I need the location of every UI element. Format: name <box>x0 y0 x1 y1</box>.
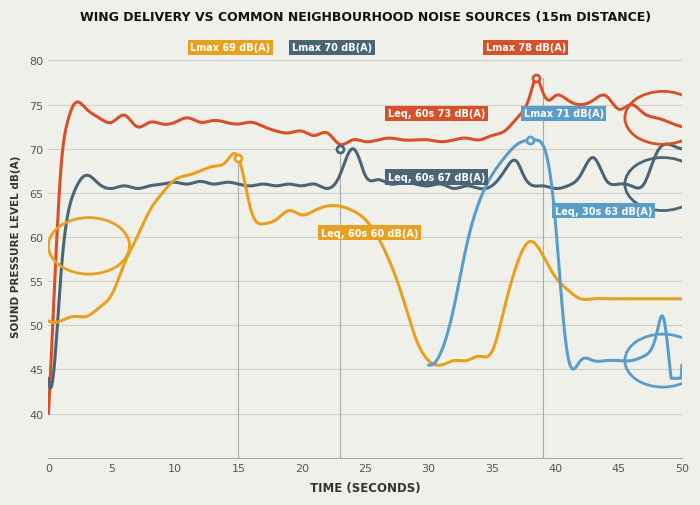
Text: Leq, 30s 63 dB(A): Leq, 30s 63 dB(A) <box>555 206 652 216</box>
Title: WING DELIVERY VS COMMON NEIGHBOURHOOD NOISE SOURCES (15m DISTANCE): WING DELIVERY VS COMMON NEIGHBOURHOOD NO… <box>80 11 651 24</box>
Text: Leq, 60s 67 dB(A): Leq, 60s 67 dB(A) <box>388 173 485 183</box>
Text: Lmax 70 dB(A): Lmax 70 dB(A) <box>292 43 372 53</box>
Text: Lmax 78 dB(A): Lmax 78 dB(A) <box>486 43 566 53</box>
Text: Leq, 60s 60 dB(A): Leq, 60s 60 dB(A) <box>321 228 418 238</box>
X-axis label: TIME (SECONDS): TIME (SECONDS) <box>310 481 421 494</box>
Text: Lmax 71 dB(A): Lmax 71 dB(A) <box>524 109 603 119</box>
Text: Leq, 60s 73 dB(A): Leq, 60s 73 dB(A) <box>388 109 485 119</box>
Y-axis label: SOUND PRESSURE LEVEL dB(A): SOUND PRESSURE LEVEL dB(A) <box>11 156 21 337</box>
Text: Lmax 69 dB(A): Lmax 69 dB(A) <box>190 43 270 53</box>
